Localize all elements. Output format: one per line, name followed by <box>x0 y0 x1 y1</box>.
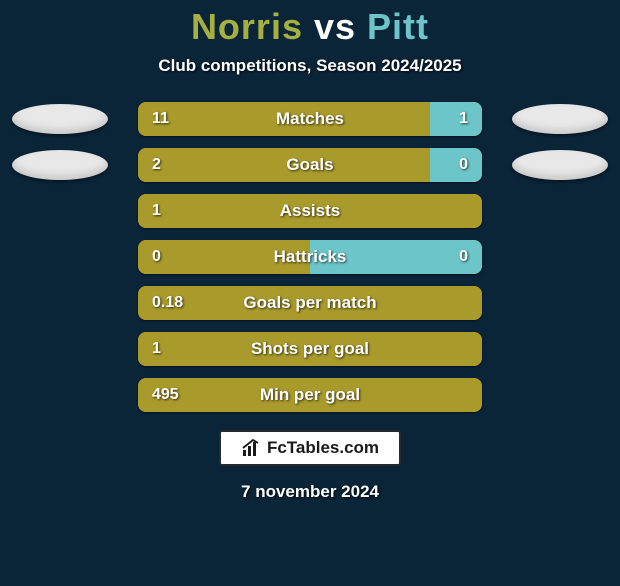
stat-row: Goals per match0.18 <box>0 286 620 320</box>
stat-bar: Shots per goal1 <box>138 332 482 366</box>
stat-bar: Assists1 <box>138 194 482 228</box>
stat-label: Hattricks <box>138 240 482 274</box>
player1-name: Norris <box>191 6 303 47</box>
stat-label: Shots per goal <box>138 332 482 366</box>
stat-bar: Min per goal495 <box>138 378 482 412</box>
stat-label: Goals per match <box>138 286 482 320</box>
stat-label: Matches <box>138 102 482 136</box>
stat-label: Goals <box>138 148 482 182</box>
stat-value-left: 0.18 <box>152 286 183 320</box>
comparison-title: Norris vs Pitt <box>0 6 620 48</box>
vs-word: vs <box>314 6 356 47</box>
stat-value-left: 1 <box>152 332 161 366</box>
player1-pellet-icon <box>12 150 108 180</box>
stat-row: Shots per goal1 <box>0 332 620 366</box>
brand-text: FcTables.com <box>267 438 379 458</box>
brand-box[interactable]: FcTables.com <box>219 430 401 466</box>
stat-bar: Hattricks0 0 <box>138 240 482 274</box>
player2-pellet-icon <box>512 150 608 180</box>
date-line: 7 november 2024 <box>0 482 620 502</box>
stat-value-right: 1 <box>459 102 468 136</box>
stat-bar: Matches111 <box>138 102 482 136</box>
stat-value-left: 1 <box>152 194 161 228</box>
branding: FcTables.com <box>0 430 620 466</box>
stat-row: Min per goal495 <box>0 378 620 412</box>
stat-label: Assists <box>138 194 482 228</box>
stat-value-left: 0 <box>152 240 161 274</box>
stats-container: Matches111Goals20Assists1Hattricks00Goal… <box>0 102 620 412</box>
subtitle: Club competitions, Season 2024/2025 <box>0 56 620 76</box>
stat-value-right: 0 <box>459 240 468 274</box>
player2-pellet-icon <box>512 104 608 134</box>
stat-value-left: 2 <box>152 148 161 182</box>
stat-bar: Goals2 0 <box>138 148 482 182</box>
stat-value-right: 0 <box>459 148 468 182</box>
player2-name: Pitt <box>367 6 429 47</box>
stat-bar: Goals per match0.18 <box>138 286 482 320</box>
stat-row: Assists1 <box>0 194 620 228</box>
stat-value-left: 495 <box>152 378 179 412</box>
stat-label: Min per goal <box>138 378 482 412</box>
stat-value-left: 11 <box>152 102 169 136</box>
stat-row: Matches111 <box>0 102 620 136</box>
player1-pellet-icon <box>12 104 108 134</box>
stat-row: Hattricks0 0 <box>0 240 620 274</box>
brand-chart-icon <box>241 438 261 458</box>
stat-row: Goals2 0 <box>0 148 620 182</box>
